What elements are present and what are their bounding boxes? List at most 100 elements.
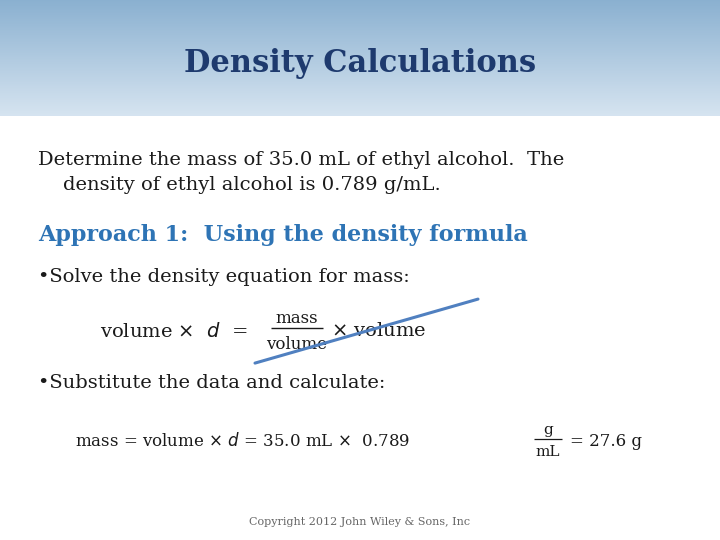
- Bar: [0, 56, 720, 57]
- Bar: [0, 107, 720, 108]
- Bar: [0, 106, 720, 107]
- Text: density of ethyl alcohol is 0.789 g/mL.: density of ethyl alcohol is 0.789 g/mL.: [38, 176, 441, 194]
- Bar: [0, 6, 720, 7]
- Bar: [0, 32, 720, 33]
- Bar: [0, 90, 720, 91]
- Bar: [0, 29, 720, 30]
- Bar: [0, 63, 720, 64]
- Bar: [0, 59, 720, 60]
- Bar: [0, 4, 720, 5]
- Text: volume $\times$  $d$  =: volume $\times$ $d$ =: [100, 322, 250, 341]
- Bar: [0, 110, 720, 111]
- Text: Approach 1:  Using the density formula: Approach 1: Using the density formula: [38, 224, 528, 246]
- Bar: [0, 14, 720, 15]
- Bar: [0, 100, 720, 101]
- Bar: [0, 81, 720, 82]
- Bar: [0, 79, 720, 80]
- Bar: [0, 47, 720, 48]
- Bar: [0, 84, 720, 85]
- Bar: [0, 0, 720, 1]
- Bar: [0, 80, 720, 81]
- Bar: [0, 67, 720, 68]
- Bar: [0, 57, 720, 58]
- Bar: [0, 35, 720, 36]
- Bar: [0, 102, 720, 103]
- Bar: [0, 72, 720, 73]
- Bar: [0, 50, 720, 51]
- Bar: [0, 83, 720, 84]
- Bar: [0, 26, 720, 28]
- Bar: [0, 111, 720, 112]
- Bar: [0, 66, 720, 67]
- Bar: [0, 94, 720, 95]
- Bar: [0, 28, 720, 29]
- Bar: [0, 13, 720, 14]
- Bar: [0, 39, 720, 40]
- Bar: [0, 41, 720, 42]
- Bar: [0, 20, 720, 21]
- Bar: [0, 112, 720, 113]
- Bar: [0, 36, 720, 37]
- Text: mL: mL: [536, 445, 560, 459]
- Text: $\times$ volume: $\times$ volume: [331, 322, 426, 340]
- Bar: [0, 101, 720, 102]
- Bar: [0, 5, 720, 6]
- Bar: [0, 12, 720, 13]
- Bar: [0, 10, 720, 11]
- Bar: [0, 3, 720, 4]
- Bar: [0, 2, 720, 3]
- Bar: [0, 96, 720, 97]
- Bar: [0, 114, 720, 115]
- Bar: [0, 115, 720, 116]
- Bar: [0, 77, 720, 78]
- Bar: [0, 34, 720, 35]
- Bar: [0, 9, 720, 10]
- Text: volume: volume: [266, 335, 328, 353]
- Bar: [0, 31, 720, 32]
- Text: g: g: [543, 423, 553, 437]
- Bar: [0, 85, 720, 86]
- Bar: [0, 65, 720, 66]
- Bar: [0, 60, 720, 61]
- Bar: [0, 53, 720, 54]
- Bar: [0, 33, 720, 34]
- Bar: [0, 71, 720, 72]
- Text: •Solve the density equation for mass:: •Solve the density equation for mass:: [38, 268, 410, 286]
- Bar: [0, 62, 720, 63]
- Bar: [0, 8, 720, 9]
- Bar: [0, 64, 720, 65]
- Bar: [0, 38, 720, 39]
- Bar: [0, 18, 720, 19]
- Bar: [0, 24, 720, 25]
- Bar: [0, 89, 720, 90]
- Bar: [0, 30, 720, 31]
- Bar: [0, 108, 720, 109]
- Bar: [0, 93, 720, 94]
- Bar: [0, 86, 720, 87]
- Bar: [0, 70, 720, 71]
- Bar: [0, 48, 720, 49]
- Bar: [0, 58, 720, 59]
- Bar: [0, 87, 720, 88]
- Bar: [0, 43, 720, 44]
- Bar: [0, 46, 720, 47]
- Bar: [0, 45, 720, 46]
- Bar: [0, 68, 720, 69]
- Bar: [0, 54, 720, 55]
- Bar: [0, 40, 720, 41]
- Bar: [0, 92, 720, 93]
- Text: mass: mass: [276, 309, 318, 327]
- Bar: [0, 95, 720, 96]
- Bar: [0, 25, 720, 26]
- Bar: [0, 82, 720, 83]
- Bar: [0, 37, 720, 38]
- Text: = 27.6 g: = 27.6 g: [570, 433, 642, 450]
- Bar: [0, 44, 720, 45]
- Bar: [0, 105, 720, 106]
- Bar: [0, 22, 720, 23]
- Bar: [0, 109, 720, 110]
- Bar: [0, 75, 720, 76]
- Bar: [0, 21, 720, 22]
- Text: Copyright 2012 John Wiley & Sons, Inc: Copyright 2012 John Wiley & Sons, Inc: [249, 517, 471, 527]
- Bar: [0, 19, 720, 20]
